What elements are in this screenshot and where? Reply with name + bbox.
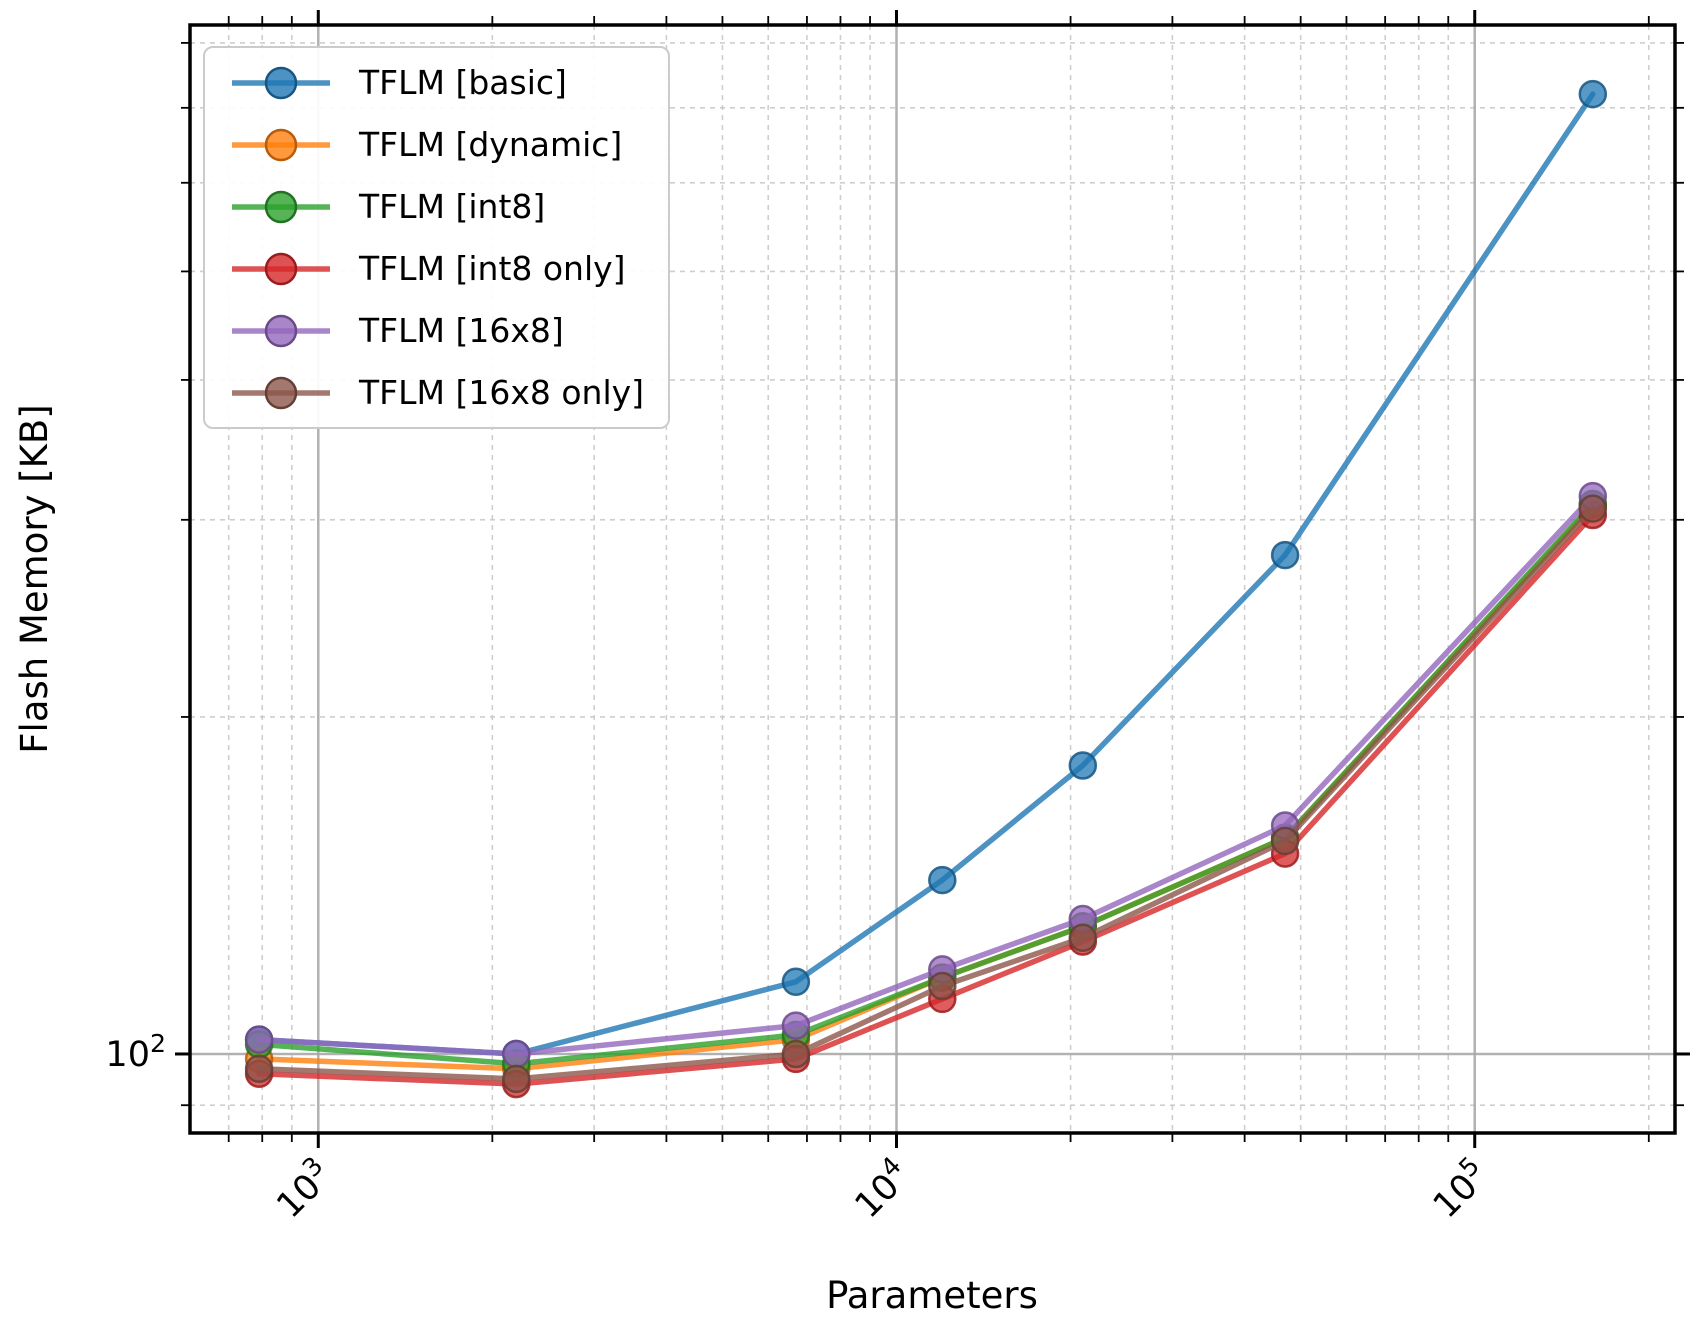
- x-axis-label: Parameters: [826, 1274, 1038, 1317]
- legend-item-label: TFLM [16x8]: [359, 311, 564, 350]
- legend-marker-icon: [264, 376, 298, 409]
- legend-marker-icon: [264, 66, 298, 99]
- legend-item-label: TFLM [int8 only]: [359, 249, 626, 288]
- data-point-marker: [244, 1025, 274, 1054]
- series-tflm-int8-only: [244, 500, 1608, 1099]
- legend: TFLM [basic] TFLM [dynamic] TFLM [int8] TFL…: [203, 46, 671, 429]
- y-axis-label: Flash Memory [KB]: [13, 404, 56, 753]
- series-tflm-int8: [244, 489, 1608, 1079]
- plot-border: [188, 23, 1677, 1135]
- x-tick-label: 103: [265, 1151, 340, 1226]
- legend-item-label: TFLM [basic]: [359, 63, 567, 102]
- series-tflm-16x8-only: [244, 494, 1608, 1094]
- data-point-marker: [928, 865, 957, 895]
- series-line: [256, 505, 1596, 1082]
- data-point-marker: [1578, 79, 1608, 109]
- data-point-marker: [781, 1039, 811, 1069]
- data-point-marker: [502, 1064, 531, 1094]
- series-line: [256, 501, 1596, 1067]
- data-point-marker: [781, 967, 811, 997]
- legend-item: TFLM [16x8 only]: [229, 372, 644, 413]
- legend-marker-icon: [264, 190, 298, 223]
- legend-marker-icon: [264, 314, 298, 347]
- legend-item: TFLM [16x8]: [229, 310, 644, 351]
- x-tick-label: 104: [844, 1151, 919, 1226]
- data-point-marker: [1068, 751, 1098, 780]
- data-point-marker: [1270, 540, 1300, 570]
- legend-item-label: TFLM [int8]: [359, 187, 546, 226]
- legend-sample: [232, 252, 330, 285]
- data-point-marker: [1578, 494, 1608, 523]
- data-point-marker: [244, 1054, 274, 1084]
- series-tflm-16x8: [244, 481, 1608, 1069]
- legend-sample: [232, 128, 330, 161]
- legend-item: TFLM [basic]: [229, 62, 644, 103]
- data-point-marker: [781, 1011, 811, 1040]
- legend-item: TFLM [dynamic]: [229, 124, 644, 165]
- x-tick-label: 105: [1422, 1151, 1497, 1226]
- series-line: [256, 512, 1596, 1087]
- legend-marker-icon: [264, 252, 298, 285]
- legend-sample: [232, 376, 330, 409]
- legend-item-label: TFLM [dynamic]: [359, 125, 623, 164]
- data-point-marker: [1270, 826, 1300, 856]
- data-point-marker: [502, 1039, 531, 1069]
- legend-sample: [232, 190, 330, 223]
- legend-sample: [232, 314, 330, 347]
- data-point-marker: [1068, 923, 1098, 953]
- legend-item: TFLM [int8]: [229, 186, 644, 227]
- legend-sample: [232, 66, 330, 99]
- y-tick-label: 102: [105, 1029, 166, 1075]
- legend-marker-icon: [264, 128, 298, 161]
- legend-item: TFLM [int8 only]: [229, 248, 644, 289]
- data-point-marker: [928, 971, 957, 1001]
- series-line: [256, 493, 1596, 1057]
- legend-item-label: TFLM [16x8 only]: [359, 373, 645, 412]
